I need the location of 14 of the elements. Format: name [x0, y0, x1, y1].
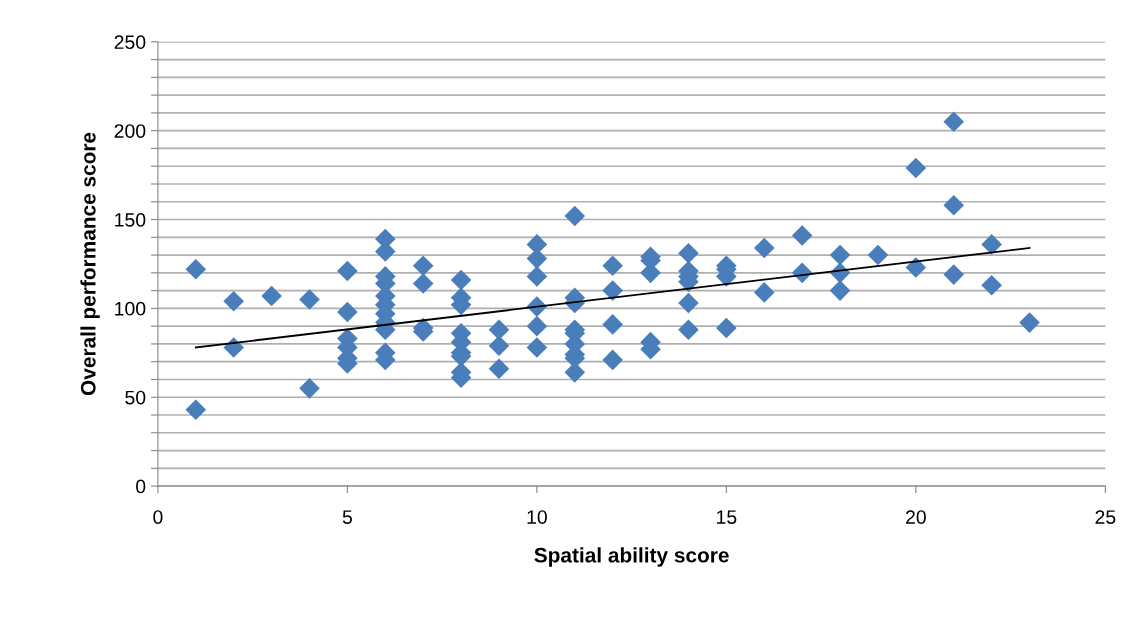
x-tick-label: 5 — [342, 510, 352, 524]
y-tick-label: 250 — [114, 35, 146, 50]
y-tick-label: 100 — [115, 301, 146, 316]
y-tick-label: 150 — [115, 212, 146, 227]
y-tick-label: 0 — [136, 479, 146, 494]
y-tick-label: 50 — [125, 390, 146, 405]
y-axis-title: Overall performance score — [80, 132, 100, 396]
x-axis-title: Spatial ability score — [534, 547, 729, 567]
x-tick-label: 0 — [153, 510, 163, 524]
y-tick-label: 200 — [114, 124, 146, 138]
x-tick-label: 20 — [906, 510, 926, 524]
x-tick-label: 25 — [1095, 510, 1116, 524]
x-tick-label: 10 — [527, 510, 547, 524]
x-tick-label: 15 — [717, 510, 737, 524]
